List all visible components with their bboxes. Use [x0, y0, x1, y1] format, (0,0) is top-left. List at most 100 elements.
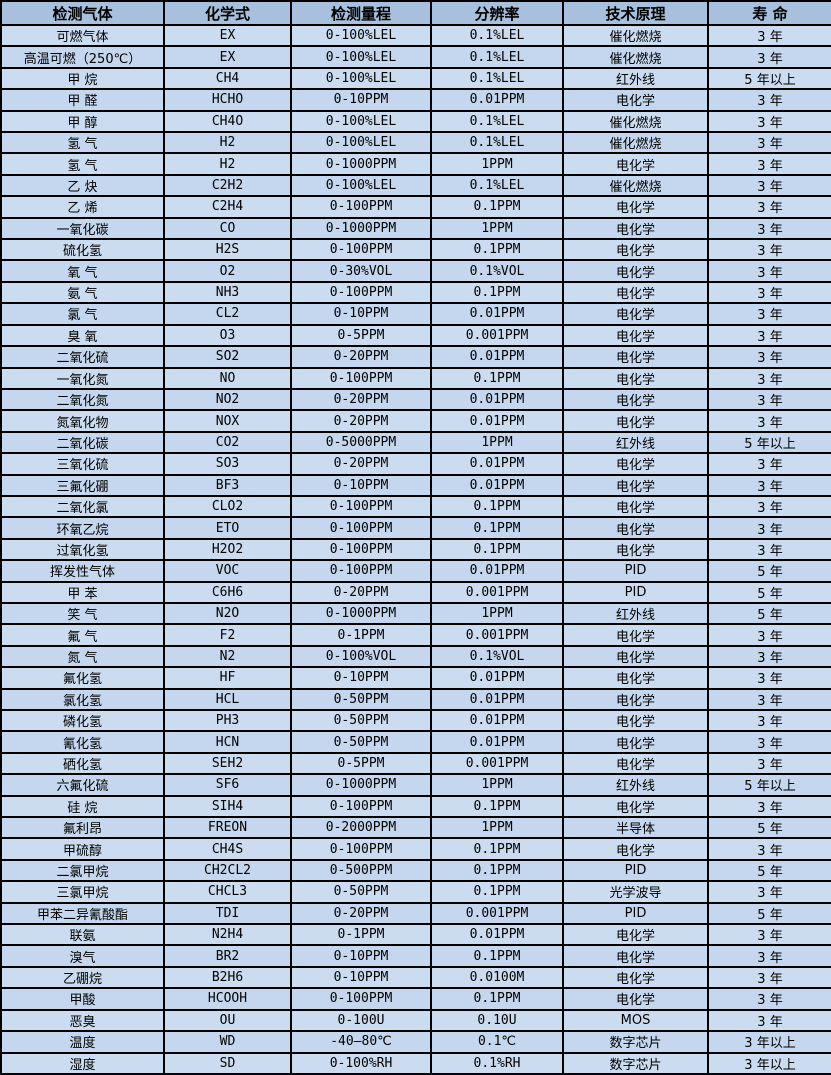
table-row: 乙 炔 C2H2 0-100%LEL 0.1%LEL 催化燃烧 3 年: [0, 173, 831, 198]
cell-gas-name: 甲 醛: [0, 88, 165, 112]
cell-lifespan: 3 年: [707, 366, 831, 390]
cell-range: 0-10PPM: [290, 473, 432, 497]
cell-gas-name: 甲酸: [0, 987, 165, 1011]
cell-range: 0-100PPM: [290, 516, 432, 540]
cell-formula: O2: [163, 259, 292, 283]
cell-formula: EX: [163, 23, 292, 48]
cell-formula: ETO: [163, 516, 292, 540]
cell-principle: 电化学: [562, 494, 709, 519]
cell-principle: 电化学: [562, 152, 709, 176]
cell-lifespan: 5 年以上: [707, 773, 831, 797]
cell-principle: 电化学: [562, 666, 709, 690]
cell-range: 0-20PPM: [290, 345, 432, 369]
table-row: 一氧化氮 NO 0-100PPM 0.1PPM 电化学 3 年: [0, 366, 831, 390]
cell-range: 0-10PPM: [290, 88, 432, 112]
column-header-resolution: 分辨率: [430, 0, 564, 26]
table-row: 三氧化硫 SO3 0-20PPM 0.01PPM 电化学 3 年: [0, 452, 831, 476]
cell-gas-name: 硫化氢: [0, 238, 165, 262]
cell-formula: N2: [163, 644, 292, 669]
table-row: 硫化氢 H2S 0-100PPM 0.1PPM 电化学 3 年: [0, 238, 831, 262]
cell-principle: 电化学: [562, 238, 709, 262]
cell-lifespan: 3 年: [707, 516, 831, 540]
cell-lifespan: 3 年: [707, 452, 831, 476]
cell-resolution: 1PPM: [430, 601, 564, 626]
cell-resolution: 0.1%LEL: [430, 173, 564, 198]
cell-range: 0-100%VOL: [290, 644, 432, 669]
table-row: 氨 气 NH3 0-100PPM 0.1PPM 电化学 3 年: [0, 280, 831, 305]
cell-range: 0-1000PPM: [290, 773, 432, 797]
table-row: 过氧化氢 H2O2 0-100PPM 0.1PPM 电化学 3 年: [0, 537, 831, 562]
cell-principle: 电化学: [562, 944, 709, 968]
cell-range: -40—80℃: [290, 1030, 432, 1054]
cell-resolution: 0.001PPM: [430, 901, 564, 926]
cell-range: 0-100PPM: [290, 238, 432, 262]
cell-lifespan: 3 年: [707, 494, 831, 519]
cell-principle: 电化学: [562, 537, 709, 562]
cell-gas-name: 可燃气体: [0, 23, 165, 48]
cell-formula: CH4S: [163, 837, 292, 861]
cell-formula: OU: [163, 1008, 292, 1033]
cell-resolution: 0.1PPM: [430, 880, 564, 904]
table-row: 氧 气 O2 0-30%VOL 0.1%VOL 电化学 3 年: [0, 259, 831, 283]
table-row: 硅 烷 SIH4 0-100PPM 0.1PPM 电化学 3 年: [0, 794, 831, 819]
cell-lifespan: 3 年: [707, 880, 831, 904]
cell-gas-name: 二氧化硫: [0, 345, 165, 369]
cell-resolution: 0.1%RH: [430, 1051, 564, 1075]
column-header-gas: 检测气体: [0, 0, 165, 26]
cell-principle: 红外线: [562, 430, 709, 455]
table-row: 可燃气体 EX 0-100%LEL 0.1%LEL 催化燃烧 3 年: [0, 23, 831, 48]
cell-resolution: 0.01PPM: [430, 387, 564, 412]
cell-gas-name: 乙 炔: [0, 173, 165, 198]
cell-range: 0-100%LEL: [290, 45, 432, 69]
cell-range: 0-5000PPM: [290, 430, 432, 455]
cell-lifespan: 5 年: [707, 601, 831, 626]
cell-resolution: 1PPM: [430, 430, 564, 455]
cell-formula: C2H4: [163, 195, 292, 219]
cell-principle: 电化学: [562, 923, 709, 947]
cell-lifespan: 3 年: [707, 109, 831, 134]
cell-gas-name: 六氟化硫: [0, 773, 165, 797]
cell-formula: CLO2: [163, 494, 292, 519]
cell-lifespan: 3 年: [707, 965, 831, 990]
cell-resolution: 0.001PPM: [430, 580, 564, 604]
cell-principle: 电化学: [562, 302, 709, 326]
cell-lifespan: 5 年以上: [707, 430, 831, 455]
cell-range: 0-50PPM: [290, 687, 432, 712]
cell-resolution: 0.1%LEL: [430, 66, 564, 91]
cell-lifespan: 3 年: [707, 708, 831, 733]
cell-formula: PH3: [163, 708, 292, 733]
cell-lifespan: 3 年: [707, 987, 831, 1011]
cell-resolution: 0.1PPM: [430, 944, 564, 968]
cell-principle: 电化学: [562, 644, 709, 669]
cell-gas-name: 高温可燃（250℃）: [0, 45, 165, 69]
cell-range: 0-10PPM: [290, 944, 432, 968]
column-header-lifespan: 寿 命: [707, 0, 831, 26]
cell-gas-name: 三氧化硫: [0, 452, 165, 476]
cell-resolution: 0.01PPM: [430, 708, 564, 733]
cell-lifespan: 3 年: [707, 173, 831, 198]
cell-resolution: 0.1PPM: [430, 195, 564, 219]
table-row: 硒化氢 SEH2 0-5PPM 0.001PPM 电化学 3 年: [0, 751, 831, 776]
cell-lifespan: 3 年: [707, 302, 831, 326]
cell-formula: HCOOH: [163, 987, 292, 1011]
cell-gas-name: 氟利昂: [0, 816, 165, 840]
cell-lifespan: 3 年: [707, 88, 831, 112]
cell-range: 0-10PPM: [290, 666, 432, 690]
cell-range: 0-10PPM: [290, 965, 432, 990]
cell-formula: SD: [163, 1051, 292, 1075]
cell-lifespan: 3 年: [707, 45, 831, 69]
cell-range: 0-2000PPM: [290, 816, 432, 840]
cell-principle: 电化学: [562, 345, 709, 369]
cell-range: 0-5PPM: [290, 751, 432, 776]
cell-gas-name: 硅 烷: [0, 794, 165, 819]
cell-resolution: 0.1%LEL: [430, 109, 564, 134]
table-row: 高温可燃（250℃） EX 0-100%LEL 0.1%LEL 催化燃烧 3 年: [0, 45, 831, 69]
cell-formula: CHCL3: [163, 880, 292, 904]
cell-principle: 电化学: [562, 837, 709, 861]
cell-range: 0-100PPM: [290, 987, 432, 1011]
cell-gas-name: 氯 气: [0, 302, 165, 326]
cell-range: 0-50PPM: [290, 708, 432, 733]
cell-lifespan: 3 年: [707, 537, 831, 562]
cell-gas-name: 氢 气: [0, 131, 165, 155]
cell-resolution: 0.1%VOL: [430, 644, 564, 669]
